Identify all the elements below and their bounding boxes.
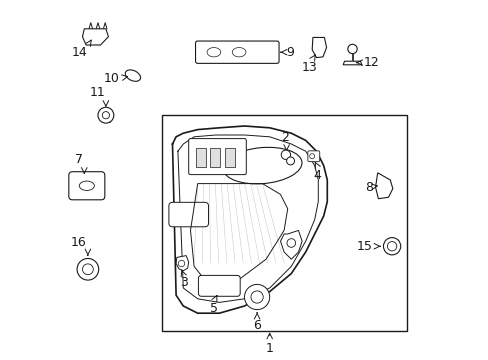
- FancyBboxPatch shape: [69, 172, 104, 200]
- Polygon shape: [343, 61, 361, 65]
- Circle shape: [244, 284, 269, 310]
- Bar: [210, 148, 220, 167]
- Circle shape: [178, 260, 184, 267]
- Text: 14: 14: [72, 46, 87, 59]
- Circle shape: [383, 238, 400, 255]
- Circle shape: [98, 107, 114, 123]
- Text: 7: 7: [75, 153, 83, 166]
- Circle shape: [347, 44, 356, 54]
- Circle shape: [309, 154, 314, 159]
- FancyBboxPatch shape: [188, 139, 246, 175]
- Text: 9: 9: [286, 46, 294, 59]
- Text: 3: 3: [180, 276, 187, 289]
- Circle shape: [386, 242, 396, 251]
- Circle shape: [286, 157, 294, 165]
- Bar: [162, 115, 406, 331]
- Ellipse shape: [79, 181, 94, 190]
- Circle shape: [77, 258, 99, 280]
- Text: 6: 6: [253, 319, 261, 332]
- FancyBboxPatch shape: [307, 151, 319, 162]
- Circle shape: [286, 239, 295, 247]
- Polygon shape: [176, 256, 188, 271]
- Text: 4: 4: [313, 169, 321, 182]
- Text: 16: 16: [71, 236, 86, 249]
- Ellipse shape: [232, 48, 245, 57]
- Text: 12: 12: [363, 56, 379, 69]
- Circle shape: [82, 264, 93, 275]
- FancyBboxPatch shape: [198, 275, 240, 296]
- Circle shape: [102, 112, 109, 119]
- Polygon shape: [311, 37, 326, 58]
- Circle shape: [250, 291, 263, 303]
- Text: 1: 1: [265, 342, 273, 355]
- Polygon shape: [280, 230, 302, 259]
- Text: 10: 10: [103, 72, 119, 85]
- Bar: [196, 148, 205, 167]
- Circle shape: [281, 150, 290, 159]
- Ellipse shape: [223, 147, 302, 184]
- Text: 2: 2: [280, 131, 288, 144]
- Ellipse shape: [206, 48, 220, 57]
- Text: 13: 13: [302, 61, 317, 74]
- Polygon shape: [375, 173, 392, 199]
- Text: 15: 15: [356, 240, 372, 253]
- FancyBboxPatch shape: [168, 202, 208, 227]
- Text: 5: 5: [210, 302, 218, 315]
- Ellipse shape: [125, 70, 140, 81]
- Polygon shape: [82, 29, 108, 45]
- Text: 8: 8: [364, 181, 372, 194]
- Bar: [224, 148, 234, 167]
- Text: 11: 11: [90, 86, 105, 99]
- FancyBboxPatch shape: [195, 41, 279, 63]
